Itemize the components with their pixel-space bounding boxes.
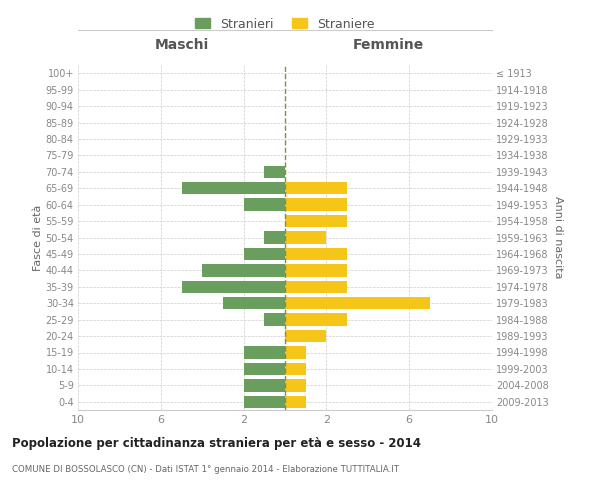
Bar [285,346,306,358]
Bar [244,248,285,260]
Bar [285,330,326,342]
Bar [285,198,347,211]
Bar [223,297,285,310]
Bar [285,379,306,392]
Bar [285,264,347,276]
Bar [285,215,347,227]
Bar [244,346,285,358]
Bar [285,182,347,194]
Bar [285,280,347,293]
Bar [285,297,430,310]
Text: Popolazione per cittadinanza straniera per età e sesso - 2014: Popolazione per cittadinanza straniera p… [12,438,421,450]
Bar [285,232,326,243]
Text: Femmine: Femmine [353,38,424,52]
Bar [285,248,347,260]
Bar [285,396,306,408]
Y-axis label: Fasce di età: Fasce di età [32,204,43,270]
Bar [202,264,285,276]
Legend: Stranieri, Straniere: Stranieri, Straniere [190,12,380,36]
Bar [285,314,347,326]
Text: Maschi: Maschi [154,38,209,52]
Bar [182,280,285,293]
Y-axis label: Anni di nascita: Anni di nascita [553,196,563,279]
Bar [265,314,285,326]
Bar [265,232,285,243]
Bar [244,198,285,211]
Bar [285,363,306,375]
Bar [265,166,285,178]
Bar [244,396,285,408]
Bar [182,182,285,194]
Text: COMUNE DI BOSSOLASCO (CN) - Dati ISTAT 1° gennaio 2014 - Elaborazione TUTTITALIA: COMUNE DI BOSSOLASCO (CN) - Dati ISTAT 1… [12,466,399,474]
Bar [244,379,285,392]
Bar [244,363,285,375]
